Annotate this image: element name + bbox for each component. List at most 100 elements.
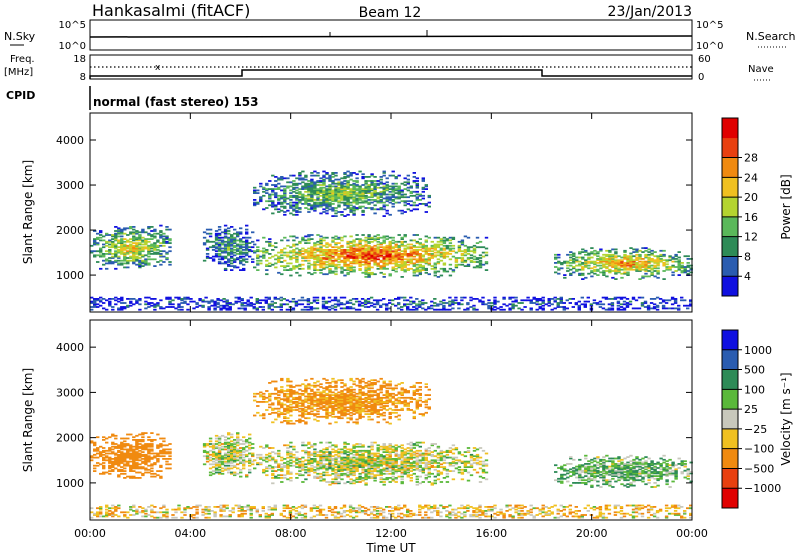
data-cell bbox=[265, 200, 269, 203]
data-cell bbox=[219, 304, 223, 307]
data-cell bbox=[343, 204, 347, 207]
data-cell bbox=[349, 235, 353, 238]
data-cell bbox=[220, 472, 225, 475]
data-cell bbox=[141, 261, 145, 263]
data-cell bbox=[328, 251, 332, 254]
data-cell bbox=[358, 255, 362, 258]
data-cell bbox=[147, 464, 151, 467]
data-cell bbox=[313, 254, 317, 257]
nave-tick-top: 60 bbox=[698, 54, 711, 65]
data-cell bbox=[213, 304, 217, 307]
data-cell bbox=[364, 483, 368, 486]
data-cell bbox=[283, 177, 287, 180]
data-cell bbox=[655, 304, 660, 307]
data-cell bbox=[144, 303, 148, 306]
data-cell bbox=[147, 246, 151, 249]
data-cell bbox=[162, 261, 166, 263]
data-cell bbox=[105, 452, 109, 455]
data-cell bbox=[132, 449, 136, 452]
data-cell bbox=[412, 269, 416, 271]
data-cell bbox=[168, 448, 172, 451]
data-cell bbox=[345, 307, 350, 310]
data-cell bbox=[279, 304, 283, 307]
data-cell bbox=[325, 468, 329, 471]
data-cell bbox=[292, 445, 296, 448]
data-cell bbox=[421, 177, 425, 180]
data-cell bbox=[304, 207, 308, 209]
data-cell bbox=[385, 472, 389, 475]
data-cell bbox=[316, 263, 320, 266]
data-cell bbox=[385, 200, 389, 203]
data-cell bbox=[301, 178, 305, 181]
data-cell bbox=[604, 298, 609, 300]
data-cell bbox=[343, 274, 347, 277]
data-cell bbox=[319, 203, 323, 205]
data-cell bbox=[331, 196, 335, 199]
data-cell bbox=[400, 189, 404, 192]
data-cell bbox=[227, 259, 231, 262]
data-cell bbox=[343, 193, 347, 196]
data-cell bbox=[105, 437, 109, 440]
data-cell bbox=[108, 467, 112, 470]
data-cell bbox=[346, 474, 350, 477]
data-cell bbox=[587, 264, 591, 267]
data-cell bbox=[132, 445, 136, 448]
data-cell bbox=[313, 266, 317, 269]
data-cell bbox=[313, 477, 317, 479]
data-cell bbox=[217, 262, 222, 265]
data-cell bbox=[400, 269, 404, 271]
data-cell bbox=[436, 254, 441, 257]
data-cell bbox=[644, 247, 648, 249]
data-cell bbox=[117, 456, 121, 459]
data-cell bbox=[331, 265, 335, 267]
data-cell bbox=[625, 298, 630, 300]
data-cell bbox=[316, 240, 320, 243]
data-cell bbox=[680, 262, 684, 264]
data-cell bbox=[135, 448, 139, 451]
data-cell bbox=[587, 267, 591, 270]
data-cell bbox=[412, 204, 416, 207]
data-cell bbox=[653, 251, 657, 253]
data-cell bbox=[385, 257, 389, 259]
data-cell bbox=[367, 249, 371, 251]
data-cell bbox=[641, 276, 645, 279]
data-cell bbox=[644, 266, 648, 268]
data-cell bbox=[292, 205, 296, 208]
data-cell bbox=[385, 451, 389, 453]
data-cell bbox=[286, 451, 290, 453]
data-cell bbox=[346, 200, 350, 203]
data-cell bbox=[239, 243, 243, 246]
data-cell bbox=[292, 180, 296, 182]
data-cell bbox=[222, 307, 226, 310]
data-cell bbox=[361, 449, 365, 452]
data-cell bbox=[677, 256, 681, 259]
data-cell bbox=[138, 455, 142, 458]
data-cell bbox=[409, 259, 413, 262]
data-cell bbox=[120, 240, 124, 243]
data-cell bbox=[364, 185, 368, 188]
data-cell bbox=[358, 238, 362, 240]
data-cell bbox=[316, 193, 320, 196]
data-cell bbox=[328, 243, 332, 246]
data-cell bbox=[277, 194, 281, 197]
data-cell bbox=[283, 458, 287, 460]
data-cell bbox=[613, 298, 618, 300]
data-cell bbox=[114, 232, 118, 235]
data-cell bbox=[415, 253, 419, 255]
data-cell bbox=[622, 296, 627, 299]
data-cell bbox=[129, 475, 133, 478]
data-cell bbox=[367, 274, 371, 277]
data-cell bbox=[366, 302, 371, 304]
data-cell bbox=[111, 240, 115, 243]
data-cell bbox=[220, 247, 225, 250]
data-cell bbox=[385, 253, 389, 255]
data-cell bbox=[370, 458, 374, 460]
data-cell bbox=[240, 299, 244, 302]
data-cell bbox=[568, 302, 572, 304]
data-cell bbox=[442, 306, 446, 308]
data-cell bbox=[358, 455, 362, 458]
data-cell bbox=[340, 239, 344, 242]
data-cell bbox=[367, 455, 371, 458]
data-cell bbox=[650, 268, 654, 271]
data-cell bbox=[319, 247, 323, 250]
